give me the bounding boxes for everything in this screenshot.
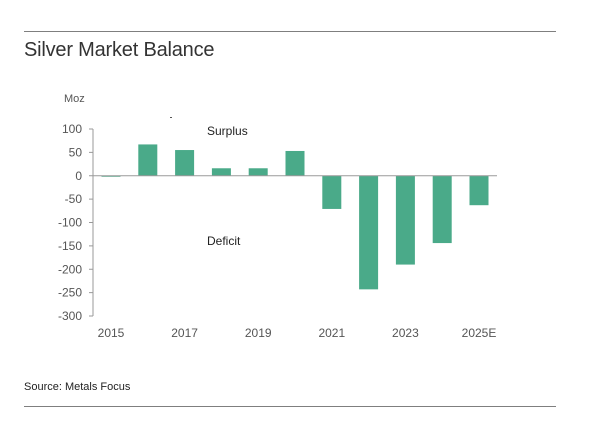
source-note: Source: Metals Focus xyxy=(24,381,131,393)
bar-2025E xyxy=(469,175,489,206)
x-ticks: 2015 2017 2019 2021 2023 2025E xyxy=(98,326,497,340)
bar-2017 xyxy=(175,150,195,176)
bar-2019 xyxy=(248,168,268,176)
x-tick-label: 2025E xyxy=(462,326,497,340)
y-ticks: 100 50 0 -50 -100 -150 -200 -250 -300 xyxy=(58,122,93,323)
x-tick-label: 2023 xyxy=(392,326,419,340)
bar-2024 xyxy=(432,175,452,244)
bars xyxy=(101,144,489,290)
y-tick-label: 0 xyxy=(75,169,82,183)
x-tick-label: 2021 xyxy=(318,326,345,340)
bar-2018 xyxy=(211,168,231,176)
chart-title: Silver Market Balance xyxy=(24,39,215,61)
bottom-rule xyxy=(24,406,556,407)
y-tick-label: -50 xyxy=(65,192,83,206)
deficit-annotation: Deficit xyxy=(207,234,241,248)
y-tick-label: -200 xyxy=(58,262,82,276)
x-tick-label: 2017 xyxy=(171,326,198,340)
bar-2016 xyxy=(138,144,158,176)
x-tick-label: 2019 xyxy=(245,326,272,340)
y-tick-label: 50 xyxy=(69,145,83,159)
bar-2020 xyxy=(285,150,305,176)
y-tick-label: -300 xyxy=(58,309,82,323)
bar-2021 xyxy=(322,175,342,209)
y-tick-label: -100 xyxy=(58,216,82,230)
y-tick-label: 100 xyxy=(62,122,82,136)
top-rule xyxy=(24,31,556,32)
surplus-annotation: Surplus xyxy=(207,124,248,138)
x-tick-label: 2015 xyxy=(98,326,125,340)
bar-2022 xyxy=(359,175,379,290)
bar-2023 xyxy=(395,175,415,265)
y-tick-label: -250 xyxy=(58,286,82,300)
y-tick-label: -150 xyxy=(58,239,82,253)
y-unit-label: Moz xyxy=(64,93,85,105)
